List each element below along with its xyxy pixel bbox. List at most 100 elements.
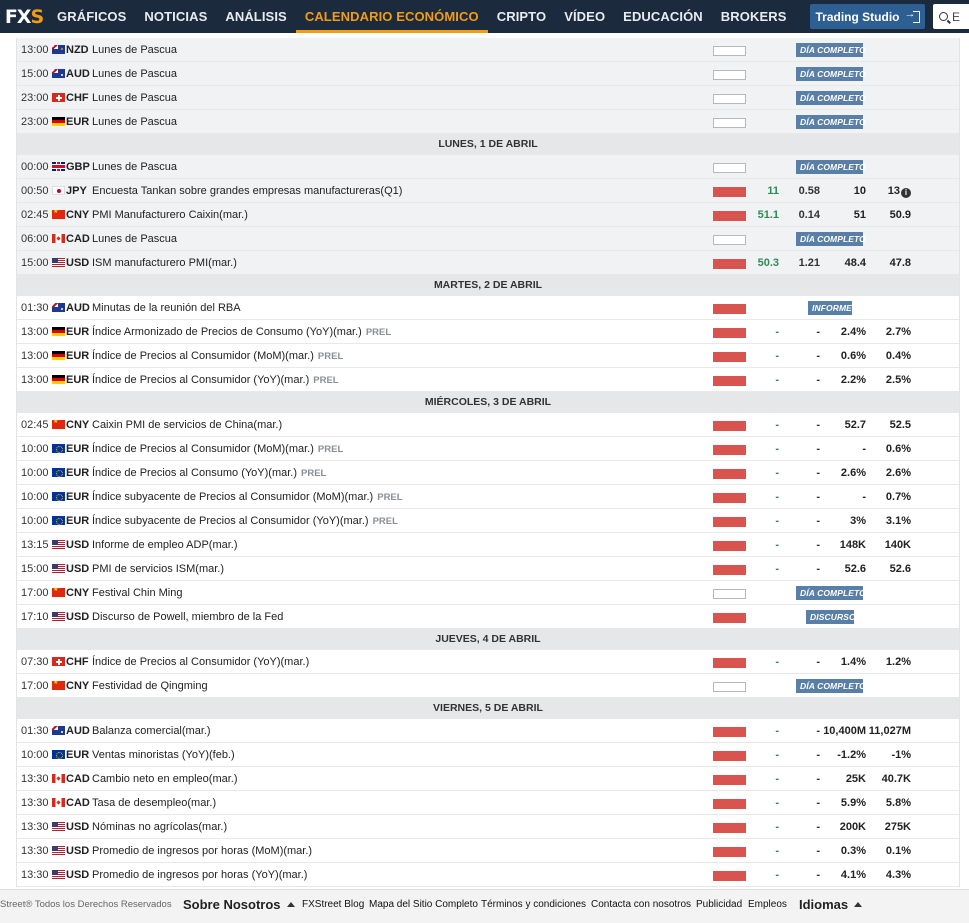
event-row[interactable]: 23:00 EUR Lunes de Pascua DÍA COMPLETO	[17, 110, 959, 134]
event-row[interactable]: 13:30 USD Promedio de ingresos por horas (…	[17, 839, 959, 863]
event-row[interactable]: 13:00 EUR Índice de Precios al Consumidor …	[17, 344, 959, 368]
consensus-value: 148K	[839, 539, 866, 551]
event-name[interactable]: PMI de servicios ISM(mar.)	[92, 557, 224, 581]
ca-flag-icon	[52, 774, 65, 783]
event-row[interactable]: 13:30 USD Promedio de ingresos por horas (…	[17, 863, 959, 887]
event-row[interactable]: 01:30 AUD Balanza comercial(mar.) - -10,400M…	[17, 719, 959, 743]
us-flag-icon	[52, 540, 65, 549]
event-row[interactable]: 13:00 NZD Lunes de Pascua DÍA COMPLETO	[17, 38, 959, 62]
event-row[interactable]: 01:30 AUD Minutas de la reunión del RBA INF…	[17, 296, 959, 320]
consensus-value: 48.4	[844, 257, 866, 269]
flag-icon	[52, 750, 65, 759]
event-row[interactable]: 15:00 AUD Lunes de Pascua DÍA COMPLETO	[17, 62, 959, 86]
footer-link-contact[interactable]: Contacta con nosotros	[591, 899, 692, 910]
event-row[interactable]: 13:15 USD Informe de empleo ADP(mar.) - - 148…	[17, 533, 959, 557]
event-name[interactable]: Festividad de Qingming	[92, 674, 208, 698]
event-row[interactable]: 10:00 EUR Índice subyacente de Precios al …	[17, 485, 959, 509]
event-name-text: PMI Manufacturero Caixin(mar.)	[92, 209, 248, 221]
event-row[interactable]: 13:30 USD Nóminas no agrícolas(mar.) - - 200K…	[17, 815, 959, 839]
nav-item[interactable]: NOTICIAS	[144, 9, 208, 24]
event-name[interactable]: Lunes de Pascua	[92, 86, 177, 110]
event-name[interactable]: Lunes de Pascua	[92, 227, 177, 251]
event-name[interactable]: Índice de Precios al Consumidor (MoM)(ma…	[92, 437, 343, 462]
event-name[interactable]: Ventas minoristas (YoY)(feb.)	[92, 743, 235, 767]
footer-languages-toggle[interactable]: Idiomas	[799, 890, 863, 920]
event-row[interactable]: 07:30 CHF Índice de Precios al Consumidor …	[17, 650, 959, 674]
main-menu: GRÁFICOS NOTICIAS ANÁLISIS CALENDARIO ECONÓ…	[48, 0, 796, 33]
gb-flag-icon	[52, 162, 65, 171]
nav-item[interactable]: ANÁLISIS	[225, 9, 287, 24]
event-row[interactable]: 00:50 JPY Encuesta Tankan sobre grandes em…	[17, 179, 959, 203]
event-time: 13:00	[21, 44, 49, 56]
event-type-badge: DÍA COMPLETO	[796, 232, 866, 246]
event-name[interactable]: Cambio neto en empleo(mar.)	[92, 767, 238, 791]
event-row[interactable]: 10:00 EUR Ventas minoristas (YoY)(feb.) - - -…	[17, 743, 959, 767]
event-name[interactable]: Índice de Precios al Consumo (YoY)(mar.)…	[92, 461, 326, 486]
event-row[interactable]: 13:30 CAD Cambio neto en empleo(mar.) - - 25K…	[17, 767, 959, 791]
event-name[interactable]: Lunes de Pascua	[92, 38, 177, 62]
trading-studio-button[interactable]: Trading Studio	[810, 4, 925, 29]
event-name[interactable]: Índice subyacente de Precios al Consumid…	[92, 509, 398, 534]
event-row[interactable]: 10:00 EUR Índice subyacente de Precios al …	[17, 509, 959, 533]
event-name[interactable]: Índice de Precios al Consumidor (MoM)(ma…	[92, 344, 343, 369]
event-name[interactable]: Discurso de Powell, miembro de la Fed	[92, 605, 283, 629]
event-row[interactable]: 10:00 EUR Índice de Precios al Consumidor …	[17, 437, 959, 461]
footer-link-sitemap[interactable]: Mapa del Sitio Completo	[369, 899, 478, 910]
event-row[interactable]: 15:00 USD ISM manufacturero PMI(mar.) 50.3 1…	[17, 251, 959, 275]
event-row[interactable]: 13:30 CAD Tasa de desempleo(mar.) - - 5.9% 5.8…	[17, 791, 959, 815]
event-row[interactable]: 10:00 EUR Índice de Precios al Consumo (Yo…	[17, 461, 959, 485]
previous-value: 52.5	[867, 413, 911, 437]
event-name[interactable]: Nóminas no agrícolas(mar.)	[92, 815, 227, 839]
event-name[interactable]: Tasa de desempleo(mar.)	[92, 791, 216, 815]
event-name[interactable]: Promedio de ingresos por horas (MoM)(mar…	[92, 839, 312, 863]
event-name[interactable]: Índice subyacente de Precios al Consumid…	[92, 485, 403, 510]
event-name[interactable]: Lunes de Pascua	[92, 110, 177, 134]
event-name[interactable]: Minutas de la reunión del RBA	[92, 296, 241, 320]
footer-about-toggle[interactable]: Sobre Nosotros	[183, 890, 295, 920]
event-name[interactable]: Balanza comercial(mar.)	[92, 719, 211, 743]
event-row[interactable]: 15:00 USD PMI de servicios ISM(mar.) - - 52.6…	[17, 557, 959, 581]
nav-item[interactable]: CRIPTO	[496, 9, 547, 24]
nav-item[interactable]: EDUCACIÓN	[623, 9, 703, 24]
nav-item[interactable]: BROKERS	[720, 9, 787, 24]
event-row[interactable]: 13:00 EUR Índice de Precios al Consumidor …	[17, 368, 959, 392]
event-name[interactable]: Índice Armonizado de Precios de Consumo …	[92, 320, 391, 345]
event-name[interactable]: Promedio de ingresos por horas (YoY)(mar…	[92, 863, 307, 887]
event-name[interactable]: Lunes de Pascua	[92, 62, 177, 86]
nav-item[interactable]: GRÁFICOS	[57, 9, 127, 24]
event-name[interactable]: PMI Manufacturero Caixin(mar.)	[92, 203, 248, 227]
event-name[interactable]: Lunes de Pascua	[92, 155, 177, 179]
event-name[interactable]: Índice de Precios al Consumidor (YoY)(ma…	[92, 650, 309, 674]
event-row[interactable]: 06:00 CAD Lunes de Pascua DÍA COMPLETO	[17, 227, 959, 251]
logo-s: S	[30, 5, 44, 28]
event-name[interactable]: Festival Chin Ming	[92, 581, 182, 605]
event-name[interactable]: Informe de empleo ADP(mar.)	[92, 533, 238, 557]
event-name[interactable]: Caixin PMI de servicios de China(mar.)	[92, 413, 282, 437]
logo-fx: FX	[4, 5, 32, 28]
consensus-value: -	[862, 491, 866, 503]
event-row[interactable]: 17:10 USD Discurso de Powell, miembro de l…	[17, 605, 959, 629]
footer-link-blog[interactable]: FXStreet Blog	[302, 899, 365, 910]
event-name[interactable]: Índice de Precios al Consumidor (YoY)(ma…	[92, 368, 339, 393]
volatility-bar	[713, 376, 746, 386]
search-input[interactable]: E	[933, 4, 969, 29]
fxstreet-logo[interactable]: FX S	[0, 0, 48, 33]
flag-icon	[52, 726, 65, 735]
event-row[interactable]: 13:00 EUR Índice Armonizado de Precios de …	[17, 320, 959, 344]
event-name[interactable]: Encuesta Tankan sobre grandes empresas m…	[92, 179, 402, 203]
footer-link-advertising[interactable]: Publicidad	[696, 899, 743, 910]
footer-link-jobs[interactable]: Empleos	[748, 899, 787, 910]
footer-link-terms[interactable]: Términos y condiciones	[481, 899, 587, 910]
nav-item[interactable]: CALENDARIO ECONÓMICO	[295, 0, 488, 33]
event-time: 13:15	[21, 539, 49, 551]
info-icon[interactable]: i	[901, 188, 911, 198]
nav-item[interactable]: VÍDEO	[564, 9, 606, 24]
event-row[interactable]: 23:00 CHF Lunes de Pascua DÍA COMPLETO	[17, 86, 959, 110]
event-row[interactable]: 00:00 GBP Lunes de Pascua DÍA COMPLETO	[17, 155, 959, 179]
event-name[interactable]: ISM manufacturero PMI(mar.)	[92, 251, 237, 275]
flag-icon	[52, 492, 65, 501]
